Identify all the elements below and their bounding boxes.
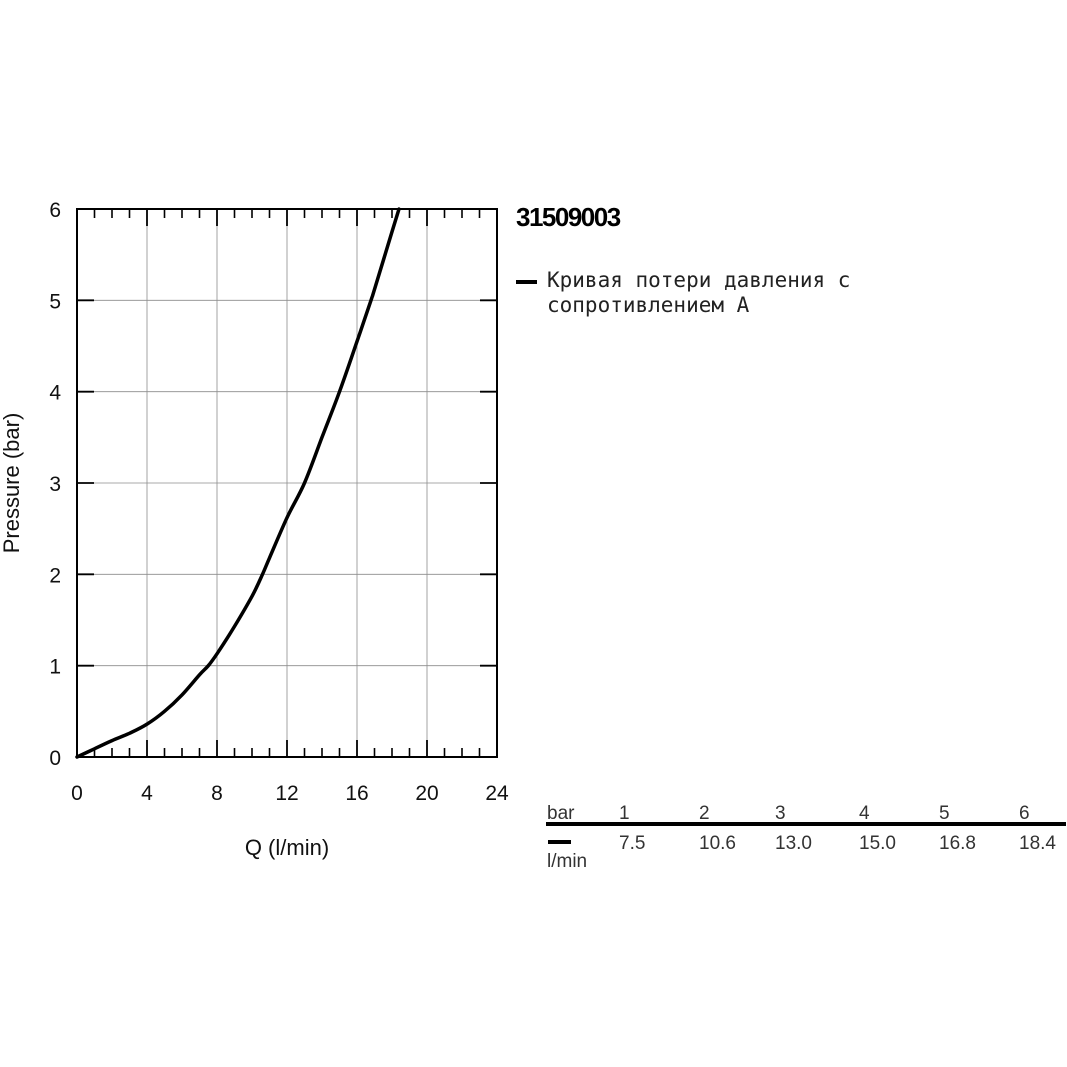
table-pressure-cell: 3 xyxy=(775,803,786,824)
table-pressure-cell: 4 xyxy=(859,803,870,824)
table-pressure-cell: 1 xyxy=(619,803,630,824)
x-tick-label: 12 xyxy=(275,782,298,805)
table-header-flow: l/min xyxy=(547,851,588,872)
y-tick-label: 4 xyxy=(49,382,61,405)
plot-frame xyxy=(76,208,498,758)
legend-swatch xyxy=(516,280,537,284)
table-flow-cell: 7.5 xyxy=(619,833,646,854)
x-tick-label: 20 xyxy=(415,782,438,805)
x-tick-label: 16 xyxy=(345,782,368,805)
x-tick-label: 24 xyxy=(485,782,509,805)
y-tick-label: 5 xyxy=(49,290,61,313)
x-tick-label: 8 xyxy=(211,782,223,805)
table-flow-cell: 13.0 xyxy=(775,833,812,854)
table-series-swatch xyxy=(548,840,571,844)
x-axis-title: Q (l/min) xyxy=(245,835,329,860)
chart-title: 31509003 xyxy=(516,202,621,232)
table-pressure-cell: 2 xyxy=(699,803,710,824)
y-axis-title: Pressure (bar) xyxy=(0,413,24,554)
y-tick-label: 6 xyxy=(49,199,61,222)
y-tick-label: 2 xyxy=(49,564,61,587)
series-line-pressure-loss xyxy=(75,207,401,759)
x-tick-label: 0 xyxy=(71,782,83,805)
y-tick-label: 3 xyxy=(49,473,61,496)
x-tick-label: 4 xyxy=(141,782,153,805)
y-tick-label: 0 xyxy=(49,747,61,770)
table-pressure-cell: 6 xyxy=(1019,803,1030,824)
table-flow-cell: 16.8 xyxy=(939,833,976,854)
y-tick-label: 1 xyxy=(49,656,61,679)
table-pressure-cell: 5 xyxy=(939,803,950,824)
table-flow-cell: 15.0 xyxy=(859,833,896,854)
legend-entry-pressure-loss: Кривая потери давления с сопротивлением … xyxy=(547,268,851,317)
table-flow-cell: 18.4 xyxy=(1019,833,1056,854)
table-header-bar: bar xyxy=(547,803,575,824)
table-flow-cell: 10.6 xyxy=(699,833,736,854)
grid-lines xyxy=(77,209,497,757)
table-divider xyxy=(546,822,1066,826)
